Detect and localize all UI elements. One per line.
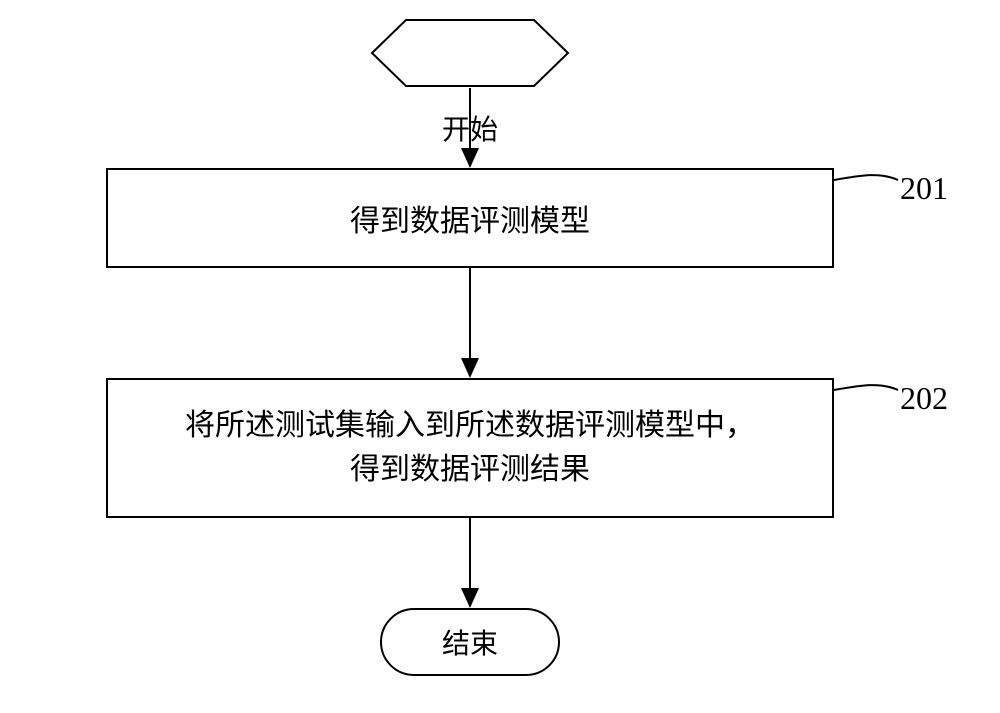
end-node: 结束 bbox=[380, 608, 560, 676]
arrow-step2-end bbox=[0, 0, 1000, 713]
flowchart-canvas: 开始 得到数据评测模型 201 将所述测试集输入到所述数据评测模型中， 得到数据… bbox=[0, 0, 1000, 713]
end-label: 结束 bbox=[442, 622, 498, 662]
